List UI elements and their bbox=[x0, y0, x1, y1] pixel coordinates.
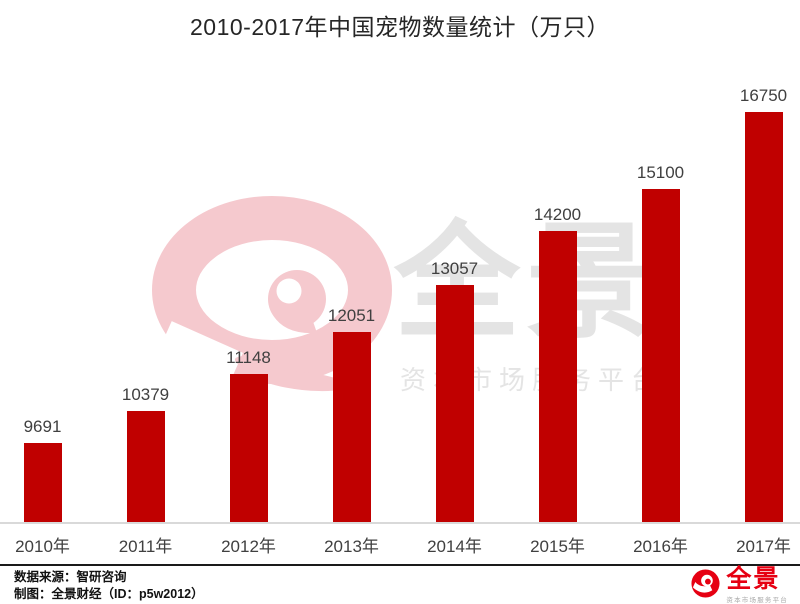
footer-brand-logo: 全景 资本市场服务平台 bbox=[690, 567, 788, 604]
x-axis-label: 2015年 bbox=[530, 537, 585, 556]
footer-credits: 数据来源：智研咨询 制图：全景财经（ID：p5w2012） bbox=[14, 569, 204, 603]
bar-2011年 bbox=[126, 411, 165, 522]
bar-2017年 bbox=[744, 112, 783, 522]
x-axis-label: 2010年 bbox=[15, 537, 70, 556]
bar-value-label: 11148 bbox=[226, 348, 271, 367]
footer-logo-text: 全景 bbox=[726, 565, 781, 593]
footer-logo-tagline: 资本市场服务平台 bbox=[726, 597, 788, 604]
bar-value-label: 16750 bbox=[739, 86, 788, 105]
bar-2016年 bbox=[641, 189, 680, 522]
x-axis-label: 2014年 bbox=[427, 537, 482, 556]
chart-credit-text: 制图：全景财经（ID：p5w2012） bbox=[14, 587, 204, 601]
x-axis-label: 2013年 bbox=[324, 537, 379, 556]
bar-value-label: 13057 bbox=[430, 259, 479, 278]
bar-value-label: 14200 bbox=[533, 205, 582, 224]
watermark-swirl-icon bbox=[152, 196, 392, 395]
bar-value-label: 15100 bbox=[636, 163, 685, 182]
bar-2012年 bbox=[229, 374, 268, 522]
x-axis-label: 2016年 bbox=[633, 537, 688, 556]
bar-value-label: 10379 bbox=[121, 385, 170, 404]
chart-title: 2010-2017年中国宠物数量统计（万只） bbox=[190, 14, 610, 40]
x-axis-label: 2011年 bbox=[118, 537, 173, 556]
logo-text-block: 全景 资本市场服务平台 bbox=[726, 567, 788, 604]
bar-value-label: 9691 bbox=[23, 417, 62, 436]
data-source-text: 数据来源：智研咨询 bbox=[14, 570, 127, 584]
quanjing-logo-icon bbox=[691, 569, 720, 598]
bar-2010年 bbox=[23, 443, 62, 522]
bar-2015年 bbox=[538, 231, 577, 522]
x-axis-line bbox=[0, 522, 800, 524]
bar-value-label: 12051 bbox=[327, 306, 376, 325]
footer-divider bbox=[0, 564, 800, 566]
bar-2014年 bbox=[435, 285, 474, 522]
bar-2013年 bbox=[332, 332, 371, 522]
x-axis-label: 2017年 bbox=[736, 537, 791, 556]
x-axis-label: 2012年 bbox=[221, 537, 276, 556]
